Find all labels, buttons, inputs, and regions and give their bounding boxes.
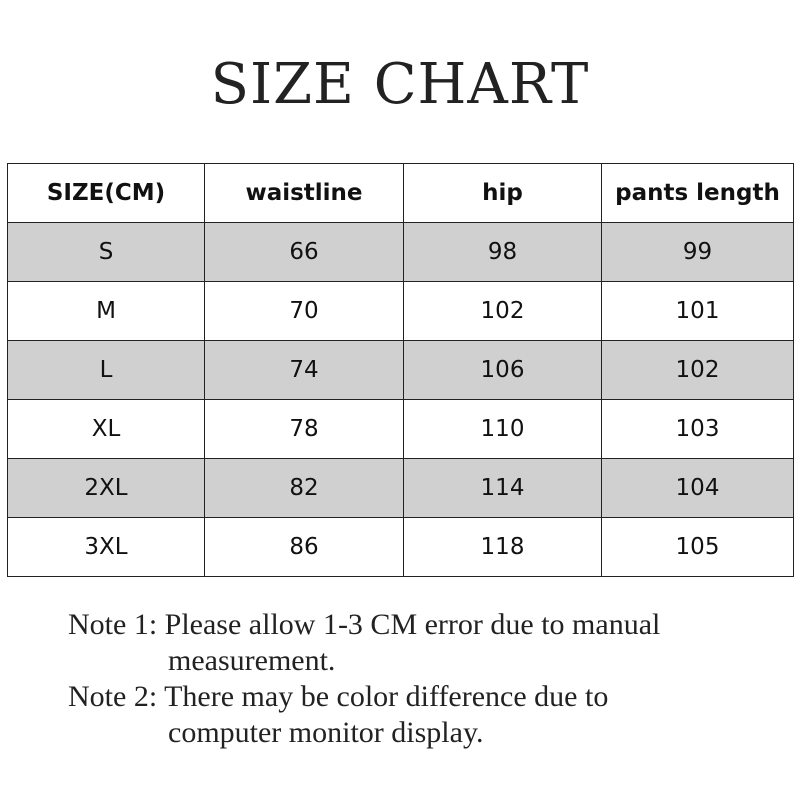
table-cell: 78 (204, 399, 404, 459)
note-1-line-2: measurement. (168, 644, 336, 677)
column-header: hip (403, 163, 602, 223)
size-table: SIZE(CM) waistline hip pants length S 66 9… (7, 163, 794, 577)
table-row: XL 78 110 103 (7, 399, 794, 459)
table-cell: 110 (403, 399, 602, 459)
table-header-row: SIZE(CM) waistline hip pants length (7, 163, 794, 223)
table-row: 2XL 82 114 104 (7, 458, 794, 518)
table-cell: 70 (204, 281, 404, 341)
table-cell: XL (7, 399, 205, 459)
table-cell: 3XL (7, 517, 205, 577)
table-cell: 74 (204, 340, 404, 400)
note-1-line-1: Note 1: Please allow 1-3 CM error due to… (68, 608, 661, 641)
page-title: SIZE CHART (210, 52, 590, 117)
table-cell: S (7, 222, 205, 282)
table-cell: 101 (601, 281, 794, 341)
column-header: SIZE(CM) (7, 163, 205, 223)
table-cell: 103 (601, 399, 794, 459)
table-cell: 105 (601, 517, 794, 577)
table-cell: 82 (204, 458, 404, 518)
table-cell: 102 (403, 281, 602, 341)
notes: Note 1: Please allow 1-3 CM error due to… (68, 607, 660, 751)
table-cell: 86 (204, 517, 404, 577)
column-header: waistline (204, 163, 404, 223)
note-2-line-2: computer monitor display. (168, 716, 484, 749)
table-cell: 106 (403, 340, 602, 400)
table-cell: 66 (204, 222, 404, 282)
column-header: pants length (601, 163, 794, 223)
table-cell: 114 (403, 458, 602, 518)
table-cell: 99 (601, 222, 794, 282)
table-cell: 118 (403, 517, 602, 577)
note-2-line-1: Note 2: There may be color difference du… (68, 680, 609, 713)
table-row: S 66 98 99 (7, 222, 794, 282)
table-row: L 74 106 102 (7, 340, 794, 400)
table-cell: 104 (601, 458, 794, 518)
table-cell: 98 (403, 222, 602, 282)
table-cell: M (7, 281, 205, 341)
table-cell: 102 (601, 340, 794, 400)
table-cell: L (7, 340, 205, 400)
table-row: M 70 102 101 (7, 281, 794, 341)
table-row: 3XL 86 118 105 (7, 517, 794, 577)
table-cell: 2XL (7, 458, 205, 518)
